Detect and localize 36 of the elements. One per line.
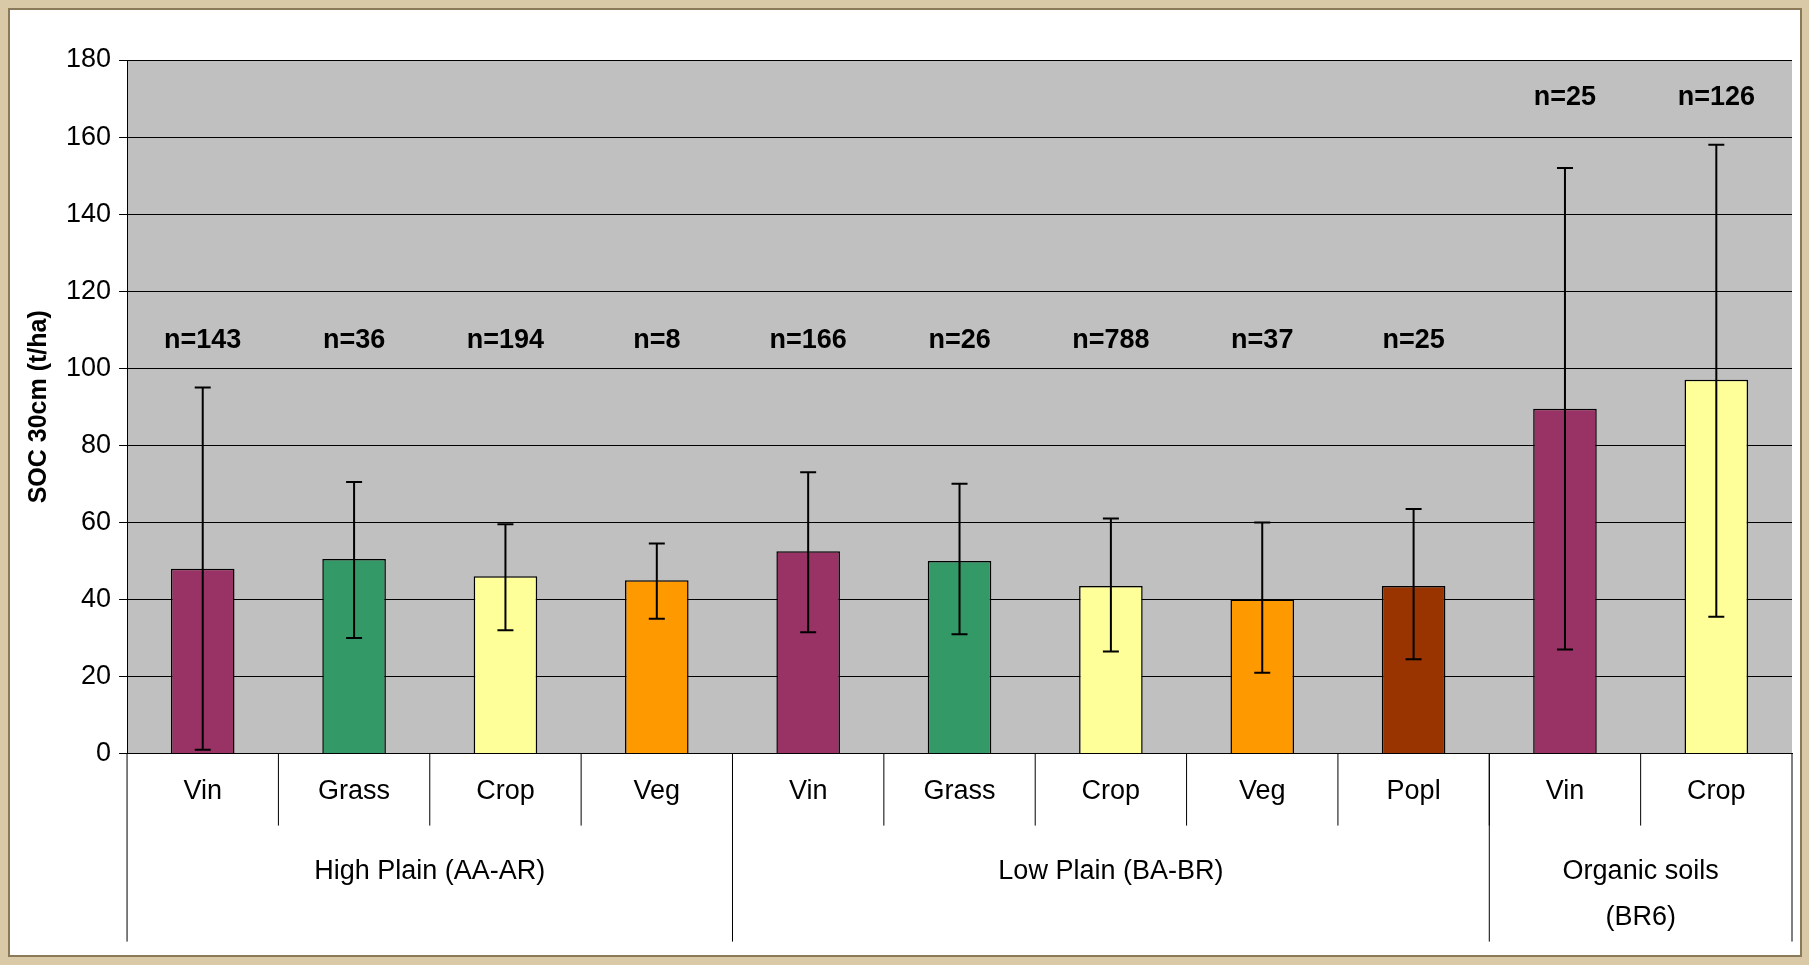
x-tick-label: Grass (923, 775, 996, 806)
y-axis-title: SOC 30cm (t/ha) (22, 310, 51, 504)
annotation: n=788 (1072, 323, 1150, 354)
y-tick-label: 140 (65, 197, 112, 228)
x-tick-label: Popl (1386, 775, 1441, 806)
y-tick-label: 100 (65, 351, 112, 382)
annotation: n=25 (1382, 323, 1445, 354)
x-tick-label: Crop (1081, 775, 1141, 806)
y-tick-label: 20 (81, 659, 112, 690)
y-tick-label: 40 (81, 582, 112, 613)
annotation: n=25 (1533, 80, 1597, 111)
y-tick-label: 180 (65, 43, 112, 74)
text: Low Plain (BA-BR) (998, 855, 1224, 886)
y-tick-label: 60 (81, 505, 112, 536)
annotation: n=143 (164, 323, 242, 354)
annotation: n=194 (466, 323, 545, 354)
text: High Plain (AA-AR) (314, 855, 546, 886)
x-tick-label: Vin (183, 775, 222, 806)
annotation: n=126 (1677, 80, 1755, 111)
x-tick-label: Crop (476, 775, 535, 806)
annotation: n=36 (322, 323, 386, 354)
y-tick-label: 80 (81, 428, 112, 459)
y-tick-label: 0 (96, 737, 112, 768)
annotation: n=26 (928, 323, 991, 354)
annotation: n=166 (769, 323, 847, 354)
x-tick-label: Crop (1687, 775, 1746, 806)
text: Organic soils (BR6) (1562, 855, 1719, 932)
x-tick-label: Grass (318, 775, 391, 806)
annotation: n=37 (1231, 323, 1294, 354)
x-tick-label: Vin (788, 775, 828, 806)
x-tick-label: Vin (1545, 775, 1585, 806)
x-tick-label: Veg (1238, 775, 1286, 806)
y-tick-label: 120 (65, 274, 112, 305)
x-tick-label: Veg (633, 775, 681, 806)
y-tick-label: 160 (65, 120, 112, 151)
annotation: n=8 (633, 323, 681, 354)
